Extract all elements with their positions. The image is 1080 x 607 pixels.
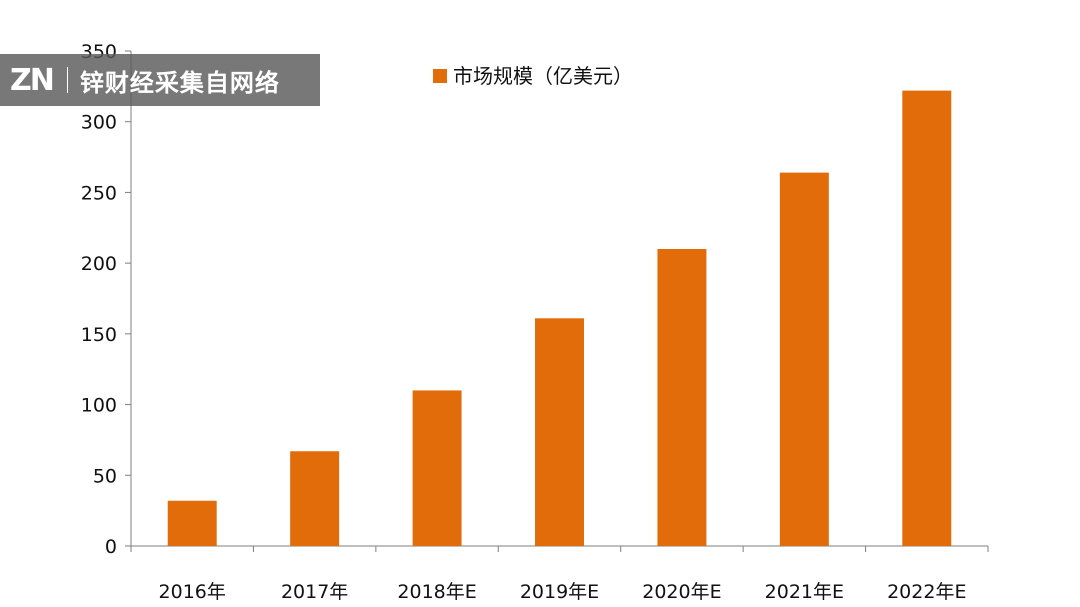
bar [412,390,462,546]
y-tick-label: 100 [81,395,117,417]
watermark-divider [66,67,68,93]
legend-swatch [433,69,447,83]
x-tick-label: 2018年E [397,581,476,603]
legend-label: 市场规模（亿美元） [453,64,633,88]
x-tick-label: 2020年E [642,581,721,603]
x-tick-label: 2017年 [281,581,348,603]
bar [167,500,217,546]
bar [902,90,952,546]
bar [779,172,829,546]
x-tick-label: 2022年E [887,581,966,603]
x-tick-label: 2021年E [765,581,844,603]
bar [290,451,340,546]
watermark: ZN 锌财经采集自网络 [0,54,320,106]
bar [657,249,707,546]
y-tick-label: 50 [93,465,117,487]
x-axis: 2016年 2017年 2018年E 2019年E 2020年E 2021年E 2022年E [130,545,989,603]
x-tick-label: 2016年 [159,581,226,603]
watermark-logo: ZN [10,62,55,98]
bar [535,318,584,546]
watermark-text: 锌财经采集自网络 [79,68,280,97]
y-tick-label: 200 [81,253,117,275]
y-tick-label: 250 [81,182,117,204]
legend: 市场规模（亿美元） [433,64,633,88]
bars-group [167,90,952,546]
x-tick-label: 2019年E [520,581,599,603]
y-tick-label: 150 [81,324,117,346]
y-tick-label: 300 [81,112,117,134]
y-tick-label: 0 [105,536,117,558]
